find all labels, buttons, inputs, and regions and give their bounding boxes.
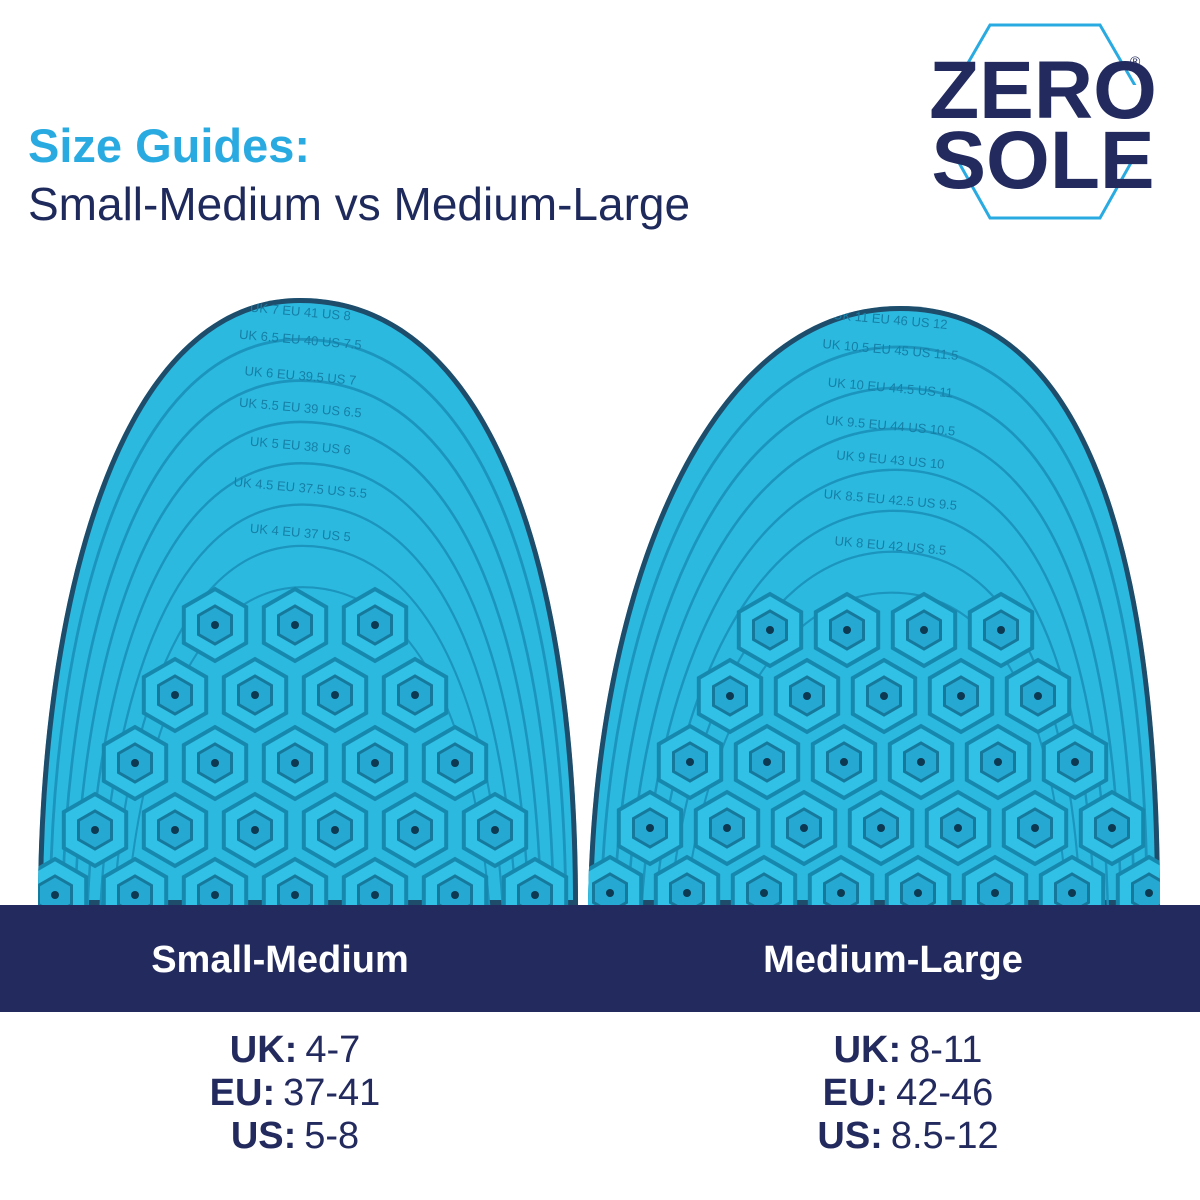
hex-hole <box>1108 824 1116 832</box>
hex-hole <box>211 759 219 767</box>
hex-hole <box>451 891 459 899</box>
size-value: 4-7 <box>305 1029 360 1071</box>
size-label: EU: <box>210 1072 275 1114</box>
insole-contour <box>60 379 556 905</box>
hex-hole <box>1071 758 1079 766</box>
hex-hole <box>920 626 928 634</box>
hex-hole <box>683 889 691 897</box>
hex-hole <box>1068 889 1076 897</box>
panel-name: Small-Medium <box>151 939 409 981</box>
hex-hole <box>131 759 139 767</box>
hex-hole <box>837 889 845 897</box>
hex-hole <box>491 826 499 834</box>
hex-hole <box>917 758 925 766</box>
title: Size Guides: <box>28 119 310 172</box>
hex-hole <box>411 691 419 699</box>
hex-hole <box>211 621 219 629</box>
hex-hole <box>686 758 694 766</box>
insole-contour <box>85 462 531 905</box>
logo-line1: ZERO <box>929 45 1157 136</box>
hex-hole <box>914 889 922 897</box>
hex-hole <box>371 891 379 899</box>
hex-hole <box>291 621 299 629</box>
hex-hole <box>1034 692 1042 700</box>
hex-hole <box>331 691 339 699</box>
size-label: US: <box>231 1115 296 1157</box>
hex-hole <box>957 692 965 700</box>
hex-hole <box>171 826 179 834</box>
panel-name: Medium-Large <box>763 939 1023 981</box>
insole-small-medium: UK 7 EU 41 US 8UK 6.5 EU 40 US 7.5UK 6 E… <box>38 298 578 905</box>
hex-hole <box>131 891 139 899</box>
hex-hole <box>371 621 379 629</box>
hex-hole <box>606 889 614 897</box>
hex-hole <box>877 824 885 832</box>
hex-hole <box>997 626 1005 634</box>
insole-contour <box>625 427 1123 905</box>
hex-hole <box>251 826 259 834</box>
size-label: UK: <box>834 1029 902 1071</box>
hex-hole <box>840 758 848 766</box>
hex-hole <box>331 826 339 834</box>
size-label: UK: <box>230 1029 298 1071</box>
size-value: 8.5-12 <box>891 1115 999 1157</box>
hex-hole <box>411 826 419 834</box>
hex-hole <box>291 891 299 899</box>
size-row: UK: 8-11 <box>834 1029 983 1071</box>
hex-hole <box>723 824 731 832</box>
size-value: 42-46 <box>896 1072 993 1114</box>
hex-hole <box>531 891 539 899</box>
insole-edge <box>588 306 1160 905</box>
insole-contour <box>73 420 543 905</box>
hex-hole <box>171 691 179 699</box>
hex-hole <box>991 889 999 897</box>
hex-hole <box>800 824 808 832</box>
size-row: US: 5-8 <box>231 1115 359 1157</box>
hex-hole <box>880 692 888 700</box>
subtitle: Small-Medium vs Medium-Large <box>28 178 690 230</box>
size-row: EU: 37-41 <box>210 1072 381 1114</box>
hex-hole <box>1145 889 1153 897</box>
logo-gap <box>925 85 1165 155</box>
logo-line2: SOLE <box>931 115 1154 206</box>
size-value: 5-8 <box>304 1115 359 1157</box>
size-label: US: <box>817 1115 882 1157</box>
size-row: US: 8.5-12 <box>817 1115 998 1157</box>
hex-hole <box>291 759 299 767</box>
hex-hole <box>451 759 459 767</box>
hex-hole <box>726 692 734 700</box>
insole-contour <box>612 386 1136 905</box>
size-label: EU: <box>823 1072 888 1114</box>
hex-hole <box>760 889 768 897</box>
hex-hole <box>763 758 771 766</box>
size-value: 37-41 <box>283 1072 380 1114</box>
hex-hole <box>51 891 59 899</box>
insole-contour <box>599 345 1149 905</box>
hex-hole <box>371 759 379 767</box>
hex-hole <box>803 692 811 700</box>
banner <box>0 905 1200 1012</box>
insole-contour <box>48 337 568 905</box>
logo-mark: ® <box>1130 53 1141 69</box>
hex-hole <box>766 626 774 634</box>
logo: ZERO SOLE ® <box>925 23 1165 220</box>
size-value: 8-11 <box>909 1029 982 1071</box>
hex-hole <box>91 826 99 834</box>
hex-hole <box>211 891 219 899</box>
size-row: UK: 4-7 <box>230 1029 360 1071</box>
hex-hole <box>994 758 1002 766</box>
hex-hole <box>251 691 259 699</box>
hex-hole <box>646 824 654 832</box>
hex-hole <box>954 824 962 832</box>
size-row: EU: 42-46 <box>823 1072 994 1114</box>
hex-hole <box>1031 824 1039 832</box>
hex-hole <box>843 626 851 634</box>
insole-edge <box>38 298 578 905</box>
